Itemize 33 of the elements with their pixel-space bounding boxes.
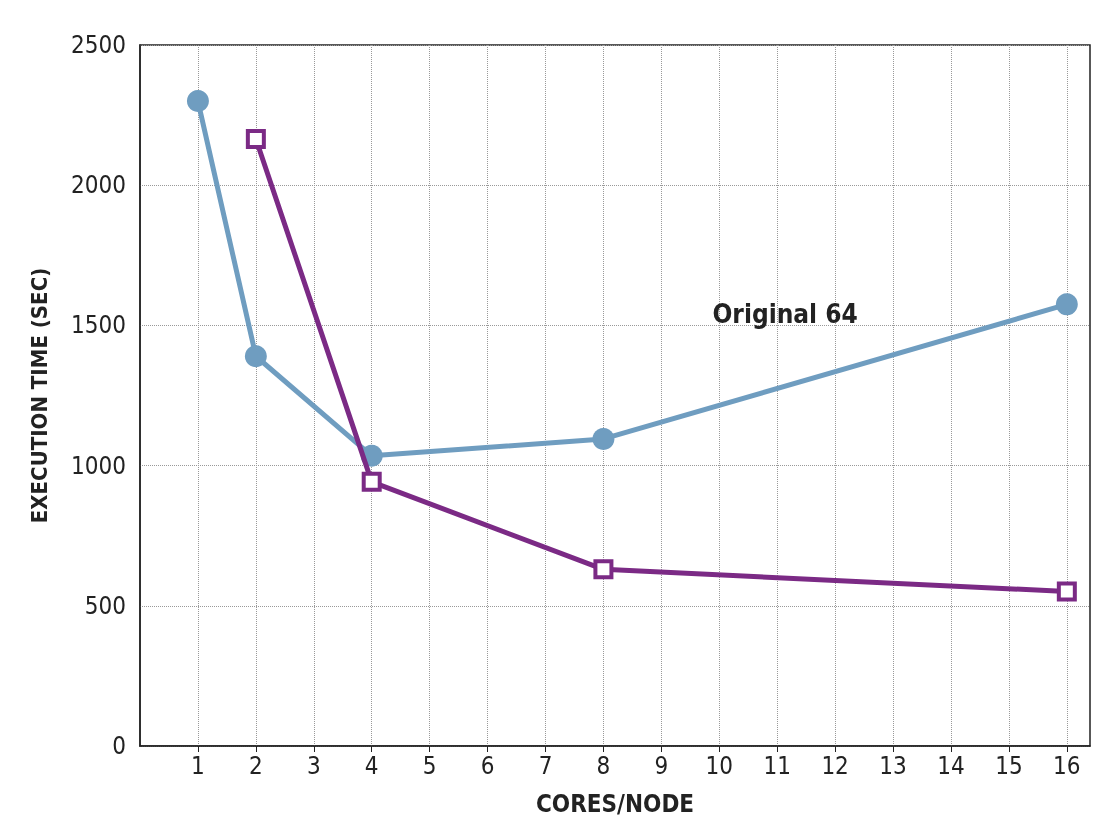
y-axis-title: EXECUTION TIME (SEC)	[26, 267, 52, 524]
x-tick-label: 7	[538, 752, 553, 780]
x-axis-title: CORES/NODE	[535, 790, 695, 818]
x-tick-label: 12	[821, 752, 849, 780]
x-tick-label: 3	[306, 752, 321, 780]
point	[244, 345, 267, 368]
x-tick-label: 13	[879, 752, 907, 780]
x-tick-label: 4	[364, 752, 379, 780]
point	[361, 471, 382, 492]
y-tick-label: 1000	[71, 451, 126, 480]
series-label: Original 64	[712, 298, 858, 329]
y-tick-label: 1500	[71, 311, 126, 340]
point	[1056, 581, 1077, 602]
point	[592, 427, 615, 450]
x-tick-label: 8	[596, 752, 611, 780]
x-tick-label: 9	[654, 752, 669, 780]
x-tick-label: 16	[1053, 752, 1081, 780]
x-tick-label: 5	[422, 752, 437, 780]
x-tick-label: 11	[763, 752, 791, 780]
x-tick-label: 15	[995, 752, 1023, 780]
point	[1055, 293, 1078, 316]
x-tick-label: 1	[191, 752, 205, 780]
y-tick-label: 500	[84, 591, 126, 620]
x-tick-label: 6	[480, 752, 495, 780]
x-tick-label: 2	[248, 752, 263, 780]
point	[186, 90, 209, 113]
point	[593, 559, 614, 580]
point	[245, 128, 266, 149]
x-tick-label: 14	[937, 752, 965, 780]
x-tick-label: 10	[705, 752, 733, 780]
y-tick-label: 0	[112, 732, 126, 760]
y-tick-label: 2000	[71, 171, 126, 200]
y-tick-label: 2500	[71, 31, 126, 59]
